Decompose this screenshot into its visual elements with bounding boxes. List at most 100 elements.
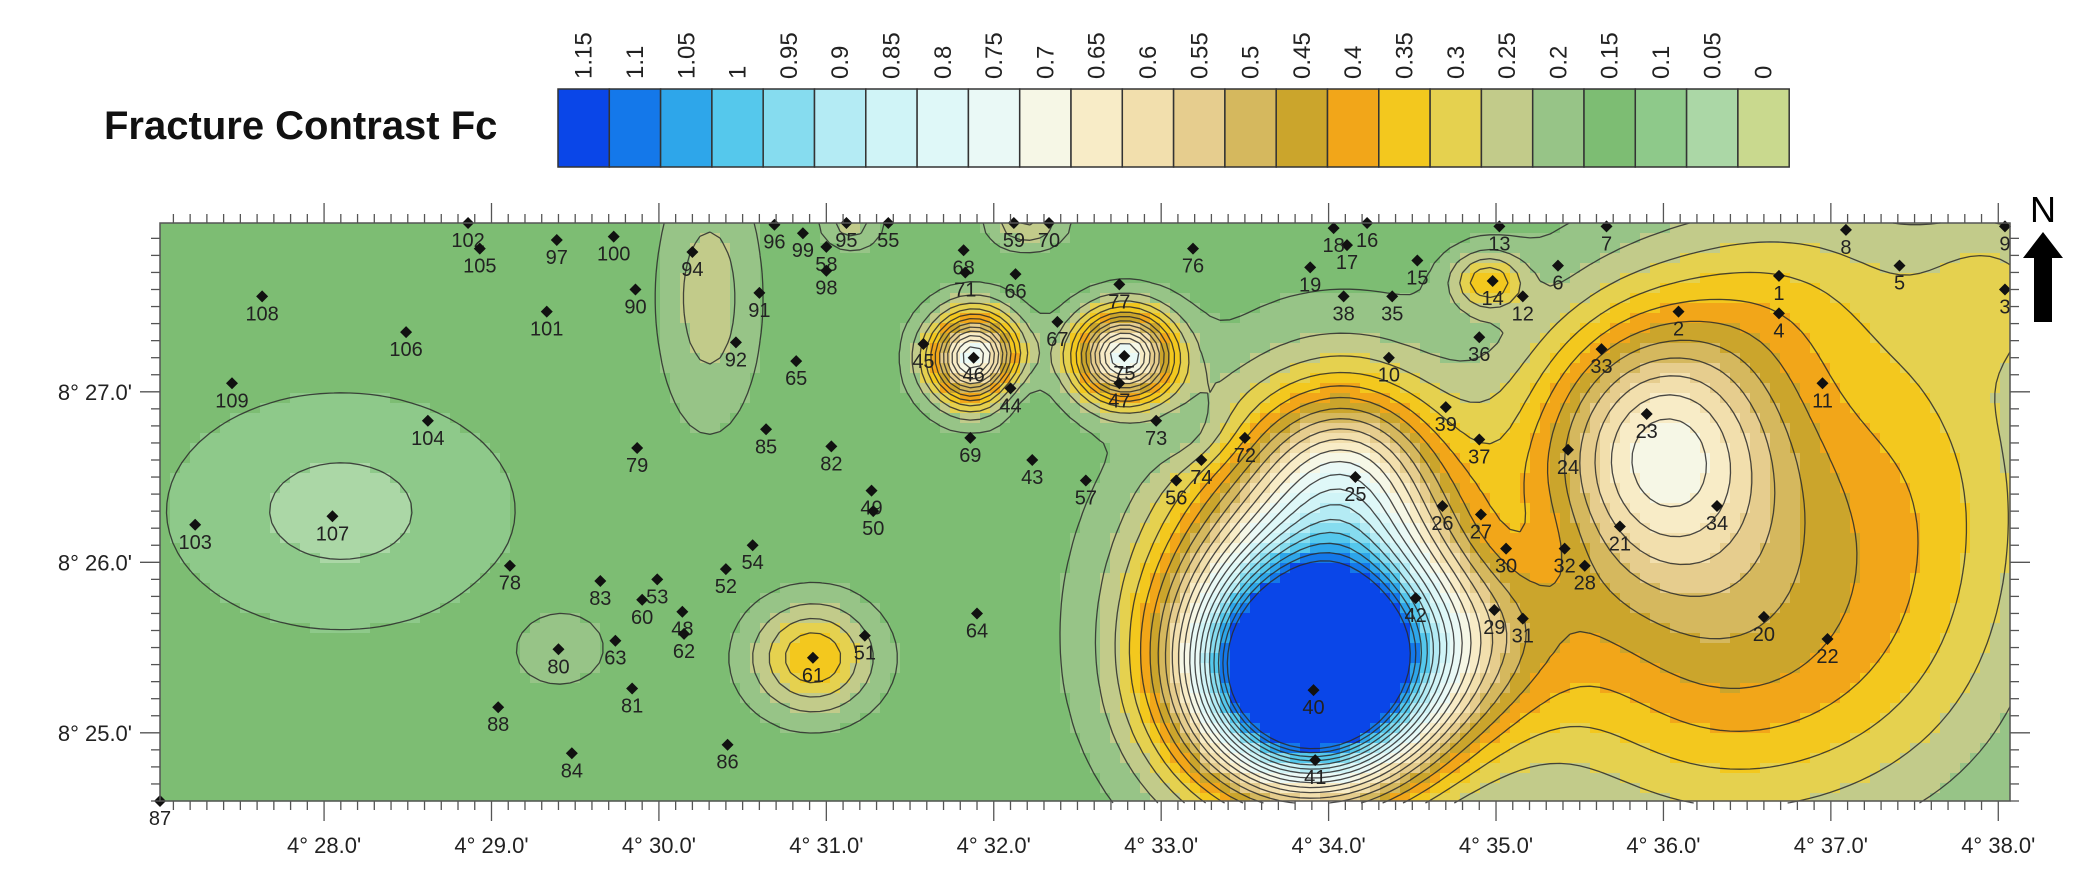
station-label: 81 <box>621 695 643 717</box>
station-marker <box>964 431 977 444</box>
station-marker <box>189 518 202 531</box>
station-marker <box>1839 223 1852 236</box>
station-label: 41 <box>1304 767 1326 789</box>
station-marker <box>721 738 734 751</box>
station-marker <box>1411 254 1424 267</box>
station-label: 2 <box>1673 319 1684 341</box>
station-label: 28 <box>1574 573 1596 595</box>
station-marker <box>825 440 838 453</box>
station-label: 30 <box>1495 556 1517 578</box>
legend-swatch <box>1685 88 1739 168</box>
station-label: 105 <box>463 256 496 278</box>
station-marker <box>609 634 622 647</box>
station-label: 13 <box>1488 233 1510 255</box>
station-marker <box>1578 559 1591 572</box>
station-label: 44 <box>999 395 1021 417</box>
station-label: 85 <box>755 436 777 458</box>
station-label: 36 <box>1468 344 1490 366</box>
station-marker <box>676 605 689 618</box>
station-marker <box>473 242 486 255</box>
station-label: 40 <box>1302 697 1324 719</box>
station-marker <box>753 286 766 299</box>
station-marker <box>678 627 691 640</box>
north-arrow-icon <box>2023 232 2063 322</box>
station-label: 83 <box>589 588 611 610</box>
station-label: 64 <box>966 620 988 642</box>
station-label: 10 <box>1378 365 1400 387</box>
legend-swatch <box>865 88 918 168</box>
x-tick-label: 4° 33.0' <box>1124 833 1198 858</box>
station-marker <box>1327 222 1340 235</box>
y-tick-label: 8° 27.0' <box>58 380 132 405</box>
station-marker <box>594 575 607 588</box>
station-label: 82 <box>820 453 842 475</box>
legend-label: 0.15 <box>1597 32 1624 79</box>
station-marker <box>1711 500 1724 513</box>
station-marker <box>1051 315 1064 328</box>
station-marker <box>1640 407 1653 420</box>
station-label: 99 <box>792 240 814 262</box>
station-label: 27 <box>1470 522 1492 544</box>
station-marker <box>651 573 664 586</box>
station-label: 6 <box>1552 273 1563 295</box>
legend-swatch <box>1531 88 1585 168</box>
station-marker <box>957 244 970 257</box>
legend-swatch <box>1275 88 1329 168</box>
station-label: 42 <box>1405 605 1427 627</box>
station-marker <box>1113 377 1126 390</box>
station-marker <box>1118 349 1131 362</box>
station-label: 67 <box>1046 329 1068 351</box>
station-label: 47 <box>1108 390 1130 412</box>
station-label: 84 <box>561 760 583 782</box>
station-label: 31 <box>1512 626 1534 648</box>
station-marker <box>1893 259 1906 272</box>
station-label: 77 <box>1108 291 1130 313</box>
station-label: 15 <box>1406 268 1428 290</box>
station-label: 101 <box>530 319 563 341</box>
legend-swatch <box>1070 88 1124 168</box>
station-marker <box>1595 343 1608 356</box>
station-marker <box>503 559 516 572</box>
legend-title: Fracture Contrast Fc <box>104 104 498 148</box>
legend-label: 0.2 <box>1545 46 1572 79</box>
station-marker <box>256 290 269 303</box>
station-marker <box>1488 604 1501 617</box>
station-marker <box>967 351 980 364</box>
station-marker <box>1821 633 1834 646</box>
station-label: 60 <box>631 607 653 629</box>
station-label: 4 <box>1773 320 1784 342</box>
station-marker <box>1309 754 1322 767</box>
station-label: 18 <box>1322 235 1344 257</box>
legend-label: 1.05 <box>673 32 700 79</box>
station-marker <box>971 607 984 620</box>
station-marker <box>858 629 871 642</box>
station-label: 3 <box>1999 296 2010 318</box>
station-label: 100 <box>597 244 630 266</box>
station-marker <box>1349 471 1362 484</box>
x-tick-label: 4° 38.0' <box>1961 833 2035 858</box>
legend-label: 0.8 <box>930 46 957 79</box>
station-label: 53 <box>646 586 668 608</box>
station-label: 51 <box>854 643 876 665</box>
station-marker <box>1558 542 1571 555</box>
legend-swatch <box>1326 88 1380 168</box>
station-marker <box>790 355 803 368</box>
x-tick-label: 4° 31.0' <box>789 833 863 858</box>
station-marker <box>1500 542 1513 555</box>
station-label: 21 <box>1609 533 1631 555</box>
station-label: 26 <box>1431 513 1453 535</box>
station-label: 78 <box>499 573 521 595</box>
station-label: 94 <box>681 259 703 281</box>
station-marker <box>1516 290 1529 303</box>
x-tick-label: 4° 36.0' <box>1626 833 1700 858</box>
station-marker <box>1998 283 2011 296</box>
legend-label: 0.25 <box>1494 32 1521 79</box>
station-marker <box>1079 474 1092 487</box>
legend-swatch <box>659 88 713 168</box>
station-label: 75 <box>1113 363 1135 385</box>
station-label: 9 <box>1999 233 2010 255</box>
station-marker <box>1307 684 1320 697</box>
station-marker <box>686 245 699 258</box>
legend-swatch <box>1737 88 1790 168</box>
station-marker <box>540 305 553 318</box>
